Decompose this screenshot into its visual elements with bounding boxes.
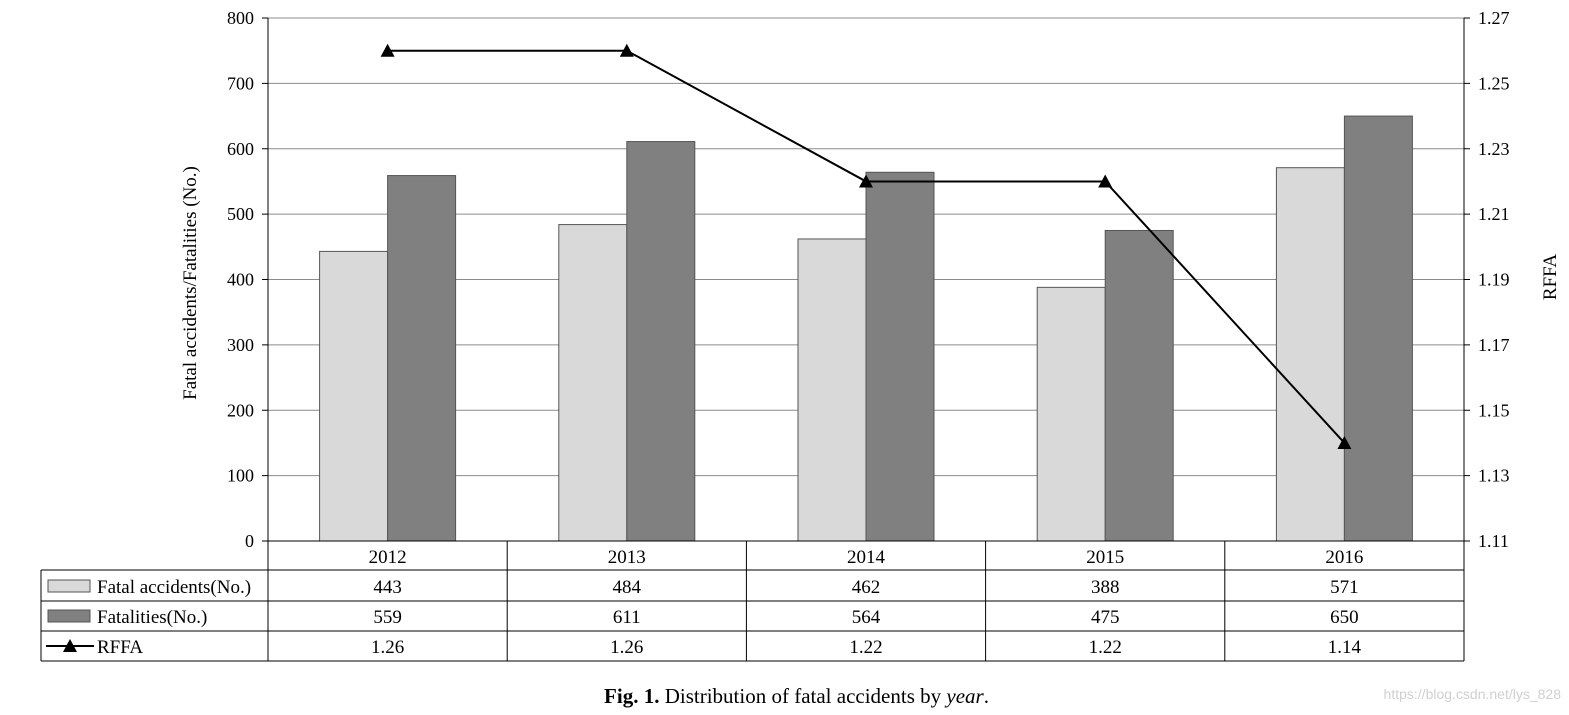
rffa-point: [1098, 174, 1113, 188]
legend-label: Fatalities(No.): [97, 607, 207, 628]
table-cell: 564: [852, 607, 881, 628]
y-tick-label: 800: [227, 8, 254, 28]
legend-label: RFFA: [97, 637, 143, 658]
bar: [558, 224, 628, 542]
bar: [865, 171, 935, 542]
y2-tick-label: 1.17: [1478, 335, 1510, 355]
table-cell: 1.22: [849, 637, 882, 658]
table-cell: 650: [1330, 607, 1359, 628]
x-category-label: 2013: [608, 547, 646, 568]
y2-tick-label: 1.15: [1478, 400, 1510, 420]
bar: [1036, 286, 1106, 542]
table-cell: 443: [373, 577, 402, 598]
y-tick-label: 0: [245, 531, 254, 551]
y2-tick-label: 1.23: [1478, 139, 1510, 159]
bar: [1275, 167, 1345, 542]
y2-tick-label: 1.13: [1478, 466, 1510, 486]
legend-marker: [63, 639, 77, 652]
bars: [319, 115, 1413, 542]
y2-tick-label: 1.27: [1478, 8, 1510, 28]
caption-emphasis: year: [946, 684, 984, 708]
y-tick-label: 400: [227, 270, 254, 290]
bar: [1104, 229, 1174, 542]
rffa-point: [859, 174, 873, 188]
figure-caption: Fig. 1. Distribution of fatal accidents …: [0, 684, 1569, 709]
table-cell: 611: [613, 607, 641, 628]
bar: [626, 141, 696, 542]
y2-tick-label: 1.19: [1478, 270, 1510, 290]
y-tick-label: 200: [227, 400, 254, 420]
legend-swatch: [47, 609, 91, 623]
table-cell: 1.26: [371, 637, 404, 658]
table-cell: 1.26: [610, 637, 643, 658]
table-cell: 388: [1091, 577, 1120, 598]
table-cell: 559: [373, 607, 402, 628]
table-cell: 571: [1330, 577, 1359, 598]
caption-text: Distribution of fatal accidents by: [664, 684, 942, 708]
bar: [319, 250, 389, 542]
tick-labels: 0 100 200 300 400 500 600 700 800 1.11 1.13 1.15 1.1…: [227, 8, 1510, 551]
caption-label: Fig. 1.: [604, 684, 660, 708]
table-cell: 462: [852, 577, 881, 598]
y-tick-label: 100: [227, 466, 254, 486]
legend-swatch: [47, 579, 91, 593]
y-tick-label: 600: [227, 139, 254, 159]
y-tick-label: 300: [227, 335, 254, 355]
rffa-line: [380, 43, 1352, 449]
bar: [387, 175, 457, 542]
x-category-label: 2015: [1086, 547, 1124, 568]
y2-axis-title: RFFA: [1540, 254, 1561, 300]
y2-tick-label: 1.25: [1478, 73, 1510, 93]
table-cell: 484: [613, 577, 642, 598]
legend-label: Fatal accidents(No.): [97, 577, 251, 598]
rffa-point: [380, 43, 395, 57]
watermark: https://blog.csdn.net/lys_828: [1383, 686, 1561, 702]
caption-end: .: [983, 684, 989, 708]
data-table: 2012 2013 2014 2015 2016 Fatal accidents(No.)…: [40, 541, 1465, 662]
table-cell: 475: [1091, 607, 1120, 628]
bar: [797, 238, 867, 542]
rffa-point: [1337, 435, 1352, 449]
y-tick-label: 500: [227, 204, 254, 224]
rffa-point: [619, 43, 634, 57]
table-cell: 1.22: [1089, 637, 1122, 658]
y-tick-label: 700: [227, 73, 254, 93]
axes: [262, 17, 1470, 542]
table-cell: 1.14: [1328, 637, 1362, 658]
x-category-label: 2014: [847, 547, 886, 568]
x-category-label: 2012: [369, 547, 407, 568]
y2-tick-label: 1.21: [1478, 204, 1510, 224]
bar: [1343, 115, 1413, 542]
x-category-label: 2016: [1325, 547, 1363, 568]
y-axis-title: Fatal accidents/Fatalities (No.): [180, 166, 201, 400]
y2-tick-label: 1.11: [1478, 531, 1509, 551]
